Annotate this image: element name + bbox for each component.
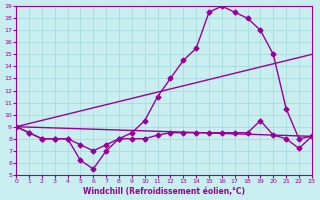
X-axis label: Windchill (Refroidissement éolien,°C): Windchill (Refroidissement éolien,°C) bbox=[83, 187, 245, 196]
